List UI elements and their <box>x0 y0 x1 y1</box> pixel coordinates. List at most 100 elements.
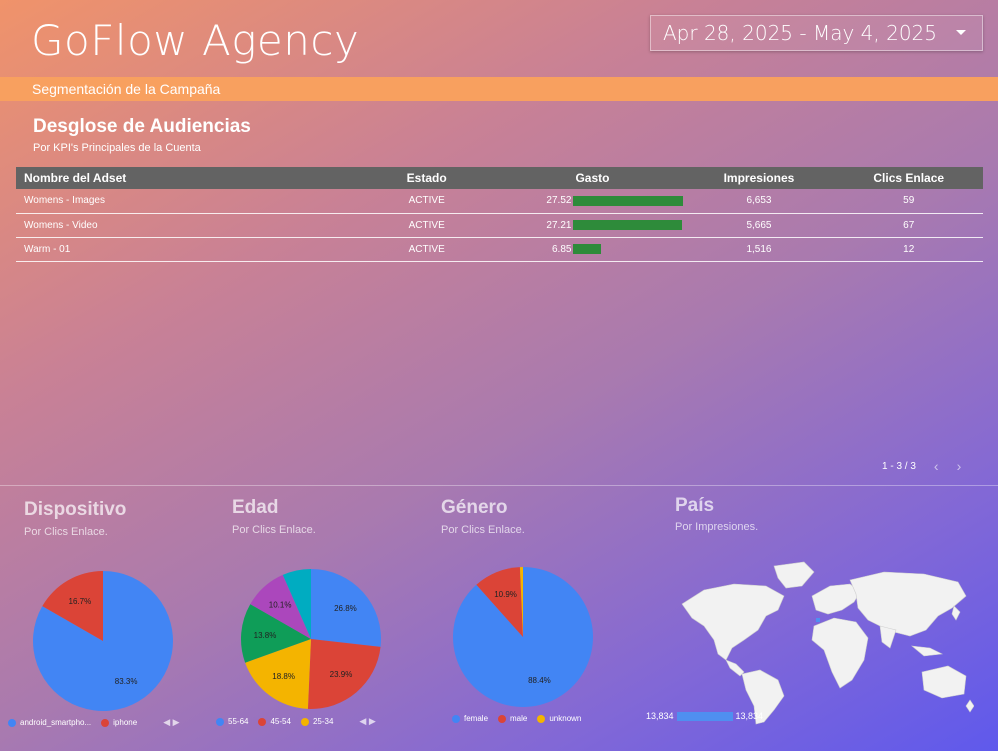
spend-bar <box>573 195 684 206</box>
pie-slice[interactable] <box>250 574 311 639</box>
legend-label: 45-54 <box>270 717 291 726</box>
age-panel-title: Edad <box>232 497 279 518</box>
table-row[interactable]: Womens - Images ACTIVE 27.52 6,653 59 <box>16 189 983 214</box>
cell-clicks: 67 <box>834 213 983 238</box>
legend-item[interactable]: 55-64 <box>216 717 248 726</box>
legend-label: 55-64 <box>228 717 249 726</box>
north-america-shape <box>681 583 785 661</box>
spend-value: 27.52 <box>546 195 572 207</box>
chevron-left-icon[interactable]: ‹ <box>933 458 939 474</box>
column-header-status[interactable]: Estado <box>351 167 502 189</box>
chevron-right-icon[interactable]: › <box>956 458 962 474</box>
date-range-picker[interactable]: Apr 28, 2025 - May 4, 2025 <box>650 15 983 51</box>
legend-pager-icon[interactable]: ◀ ▶ <box>359 716 376 726</box>
table-row[interactable]: Womens - Video ACTIVE 27.21 5,665 67 <box>16 213 983 238</box>
legend-item[interactable]: 45-54 <box>258 717 291 726</box>
adset-table: Nombre del Adset Estado Gasto Impresione… <box>16 167 983 262</box>
cell-name: Womens - Video <box>16 213 352 238</box>
legend-dot <box>300 717 309 726</box>
legend-label: android_smartpho... <box>20 718 92 727</box>
legend-label: unknown <box>549 714 582 723</box>
pie-slice[interactable] <box>307 639 381 709</box>
cell-clicks: 12 <box>834 237 983 262</box>
australia-shape <box>921 665 967 699</box>
spain-highlight <box>816 618 820 622</box>
cell-impressions: 5,665 <box>683 213 835 238</box>
table-title: Desglose de Audiencias <box>33 116 251 137</box>
africa-shape <box>811 617 869 689</box>
cell-spend: 6.85 <box>501 237 684 262</box>
device-panel-title: Dispositivo <box>24 499 127 520</box>
cell-impressions: 6,653 <box>683 189 835 214</box>
table-row[interactable]: Warm - 01 ACTIVE 6.85 1,516 12 <box>16 237 983 262</box>
pie-slice-label: 16.7% <box>69 597 92 606</box>
cell-name: Warm - 01 <box>16 237 352 262</box>
device-legend: android_smartpho... iphone ◀ ▶ <box>8 717 180 728</box>
pie-slice-label: 26.8% <box>334 604 357 613</box>
pie-slice-label: 10.9% <box>494 590 517 599</box>
legend-item[interactable]: 25-34 <box>300 717 334 726</box>
legend-dot <box>216 717 224 726</box>
legend-pager-icon[interactable]: ◀ ▶ <box>163 717 180 727</box>
column-header-name[interactable]: Nombre del Adset <box>16 167 352 189</box>
spend-bar <box>573 244 601 254</box>
legend-item[interactable]: android_smartpho... <box>8 718 91 727</box>
table-subtitle: Por KPI's Principales de la Cuenta <box>33 142 201 154</box>
date-range-label: Apr 28, 2025 - May 4, 2025 <box>663 21 937 45</box>
column-header-spend[interactable]: Gasto <box>501 167 684 189</box>
legend-item[interactable]: female <box>452 714 488 723</box>
map-legend: 13,834 13,834 <box>646 711 763 721</box>
world-map-svg <box>681 561 975 725</box>
age-pie-chart[interactable]: 26.8% 23.9% 18.8% 13.8% 10.1% <box>238 566 384 712</box>
app-title: GoFlow Agency <box>31 16 360 65</box>
asia-shape <box>849 571 967 637</box>
world-map[interactable] <box>674 556 975 726</box>
legend-label: iphone <box>113 718 138 727</box>
pie-slice[interactable] <box>311 569 381 647</box>
table-pager: 1 - 3 / 3 ‹ › <box>882 458 961 474</box>
legend-dot <box>498 714 507 723</box>
spend-value: 6.85 <box>551 243 572 255</box>
pie-slice[interactable] <box>282 569 311 639</box>
europe-shape <box>811 583 861 615</box>
legend-item[interactable]: iphone <box>101 718 137 727</box>
cell-spend: 27.52 <box>501 189 684 214</box>
legend-dot <box>537 714 546 723</box>
column-header-clicks[interactable]: Clics Enlace <box>834 167 983 189</box>
pie-slice-label: 10.1% <box>269 601 292 610</box>
legend-item[interactable]: unknown <box>537 714 581 723</box>
cell-status: ACTIVE <box>351 237 502 262</box>
pie-slice-label: 83.3% <box>115 677 138 686</box>
section-label: Segmentación de la Campaña <box>32 81 221 97</box>
pie-slice-label: 88.4% <box>528 676 551 685</box>
gender-pie-chart[interactable]: 88.4% 10.9% <box>450 564 596 710</box>
legend-dot <box>101 718 110 727</box>
pie-slice-label: 23.9% <box>330 670 353 679</box>
age-legend: 55-64 45-54 25-34 ◀ ▶ <box>216 716 376 727</box>
pie-slice[interactable] <box>42 571 103 641</box>
section-header: Segmentación de la Campaña <box>0 77 998 101</box>
legend-dot <box>8 718 16 727</box>
legend-item[interactable]: male <box>498 714 527 723</box>
cell-spend: 27.21 <box>501 213 684 238</box>
pager-label: 1 - 3 / 3 <box>882 460 916 472</box>
pie-slice[interactable] <box>519 567 523 637</box>
south-america-shape <box>741 669 785 725</box>
legend-dot <box>258 717 267 726</box>
cell-impressions: 1,516 <box>683 237 835 262</box>
gender-panel-subtitle: Por Clics Enlace. <box>441 524 525 536</box>
map-legend-gradient <box>676 711 733 721</box>
column-header-impressions[interactable]: Impresiones <box>683 167 835 189</box>
pie-slice[interactable] <box>245 639 311 709</box>
legend-label: male <box>510 714 528 723</box>
caret-down-icon[interactable] <box>956 30 966 35</box>
cell-status: ACTIVE <box>351 189 502 214</box>
pie-slice[interactable] <box>476 567 523 637</box>
legend-label: 25-34 <box>312 717 334 726</box>
cell-status: ACTIVE <box>351 213 502 238</box>
cell-clicks: 59 <box>834 189 983 214</box>
device-pie-chart[interactable]: 83.3% 16.7% <box>30 568 176 714</box>
age-panel-subtitle: Por Clics Enlace. <box>232 524 316 536</box>
pie-slice[interactable] <box>241 604 311 663</box>
country-panel-subtitle: Por Impresiones. <box>675 521 759 533</box>
